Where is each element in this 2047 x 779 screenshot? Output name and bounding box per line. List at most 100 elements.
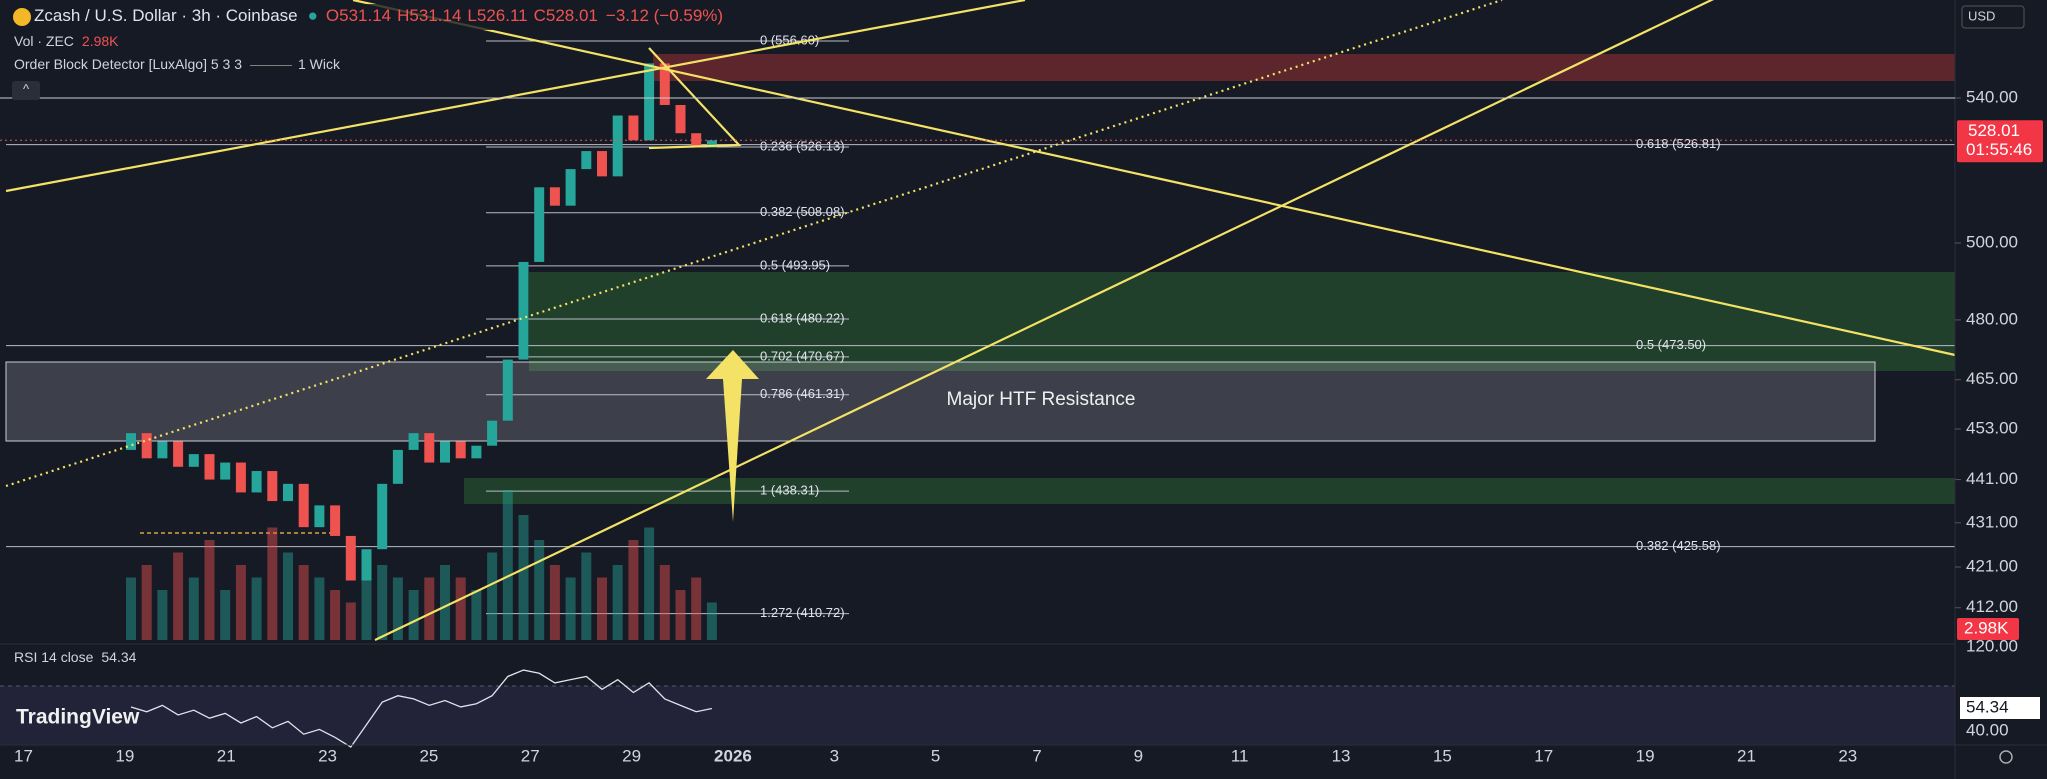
candle — [644, 63, 655, 141]
rsi-legend: RSI 14 close 54.34 — [14, 649, 137, 665]
volume-bar — [675, 590, 686, 640]
volume-bar — [267, 527, 278, 640]
volume-bar — [549, 565, 560, 640]
volume-name: Vol · ZEC — [14, 33, 74, 49]
fib-label: 0.786 (461.31) — [760, 386, 845, 401]
volume-axis-label: 120.00 — [1966, 636, 2018, 655]
date-label: 3 — [830, 746, 839, 765]
currency-button[interactable] — [1961, 5, 2025, 29]
volume-badge-label: 2.98K — [1964, 618, 2009, 637]
header: Zcash / U.S. Dollar · 3h · Coinbase ● O531… — [34, 6, 723, 25]
rsi-tick-label: 40.00 — [1966, 720, 2009, 739]
candle — [659, 63, 670, 105]
date-label: 29 — [622, 746, 641, 765]
change: −3.12 (−0.59%) — [606, 6, 723, 25]
trend-lines — [5, 0, 1956, 641]
volume-bar — [141, 565, 152, 640]
close: C528.01 — [534, 6, 598, 25]
volume-bar — [455, 577, 466, 640]
volume-bar — [188, 577, 199, 640]
rsi-line — [130, 669, 713, 748]
date-label: 17 — [14, 746, 33, 765]
date-label: 19 — [1636, 746, 1655, 765]
date-label: 25 — [419, 746, 438, 765]
collapse-icon: ^ — [23, 81, 30, 96]
order-block-style: 1 Wick — [298, 56, 341, 72]
candle — [440, 441, 450, 463]
volume-bar — [628, 540, 639, 640]
volume-bar — [157, 590, 168, 640]
candle — [628, 115, 639, 141]
candle — [235, 462, 246, 493]
candle — [314, 505, 325, 528]
candle — [612, 115, 623, 177]
fib-label: 0.236 (526.13) — [760, 138, 845, 153]
candle — [392, 449, 403, 484]
volume-bar — [173, 552, 184, 640]
volume-bar — [644, 527, 655, 640]
candle — [518, 261, 529, 360]
volume-bar — [691, 577, 702, 640]
volume-bar — [330, 590, 341, 640]
candle — [141, 433, 152, 459]
volume-bar — [706, 602, 717, 640]
candle — [424, 433, 435, 463]
order-block-name: Order Block Detector [LuxAlgo] 5 3 3 — [14, 56, 242, 72]
price-tick-label: 412.00 — [1966, 597, 2018, 616]
price-tick-label: 441.00 — [1966, 469, 2018, 488]
fib-label: 0.702 (470.67) — [760, 348, 845, 363]
collapse-button[interactable] — [12, 81, 40, 100]
volume-bar — [314, 577, 325, 640]
volume-bar — [534, 540, 545, 640]
date-label: 15 — [1433, 746, 1452, 765]
date-label: 23 — [318, 746, 337, 765]
fib-label: 0.618 (526.81) — [1636, 136, 1721, 151]
date-label: 27 — [521, 746, 540, 765]
volume-bar — [518, 515, 529, 640]
candle — [706, 140, 717, 148]
candle — [549, 187, 560, 206]
price-tick-label: 500.00 — [1966, 232, 2018, 251]
volume-bar — [392, 577, 403, 640]
volume-bar — [659, 565, 670, 640]
candle — [675, 104, 686, 134]
volume-bar — [471, 590, 482, 640]
candle — [487, 420, 498, 446]
candle — [188, 454, 199, 467]
candle — [283, 483, 293, 502]
arrow — [706, 350, 759, 522]
candle — [455, 441, 466, 459]
trend-line — [5, 0, 1503, 488]
resistance-box — [5, 361, 1876, 442]
volume-bar — [502, 490, 513, 640]
date-label: 2026 — [714, 746, 752, 765]
trend-line — [5, 0, 1026, 193]
fib-label: 1 (438.31) — [760, 483, 819, 498]
rsi-value: 54.34 — [101, 649, 136, 665]
volume-bar — [220, 590, 231, 640]
coin-icon — [13, 8, 31, 26]
candle — [502, 359, 513, 421]
volume-bar — [204, 540, 215, 640]
triangle — [648, 47, 742, 150]
fib-label: 0.5 (493.95) — [760, 257, 830, 272]
volume-bar — [487, 552, 498, 640]
annotation: Major HTF Resistance — [947, 389, 1136, 410]
date-label: 11 — [1231, 746, 1249, 765]
volume-bar — [377, 565, 388, 640]
brand: TradingView — [16, 706, 140, 729]
last-price: 528.01 — [1968, 121, 2020, 140]
rsi-tick-bg — [1960, 697, 2040, 719]
candle — [204, 454, 215, 480]
date-label: 5 — [931, 746, 940, 765]
candle — [298, 483, 309, 528]
candle — [581, 151, 592, 170]
candle — [330, 505, 341, 536]
candle — [597, 151, 607, 177]
settings-icon[interactable] — [1999, 750, 2013, 764]
volume-bar — [251, 577, 262, 640]
rsi-band — [0, 686, 1955, 745]
volume-bar — [126, 577, 136, 640]
volume-bar — [298, 565, 309, 640]
